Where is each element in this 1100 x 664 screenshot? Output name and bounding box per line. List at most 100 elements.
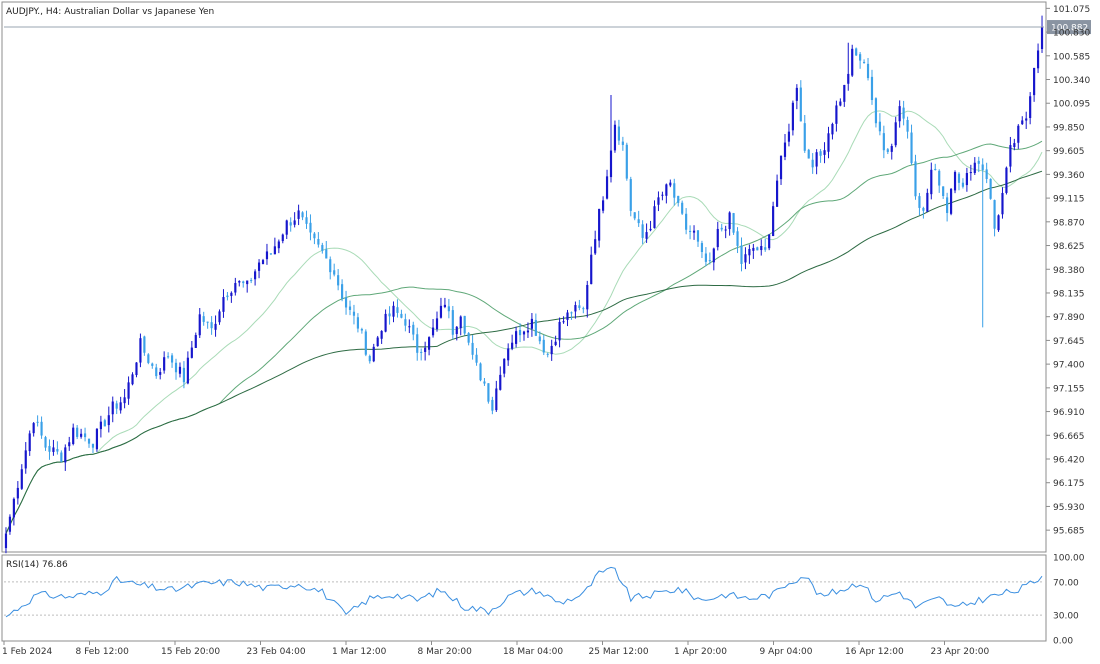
candle [609, 95, 613, 183]
candle-body [103, 420, 106, 427]
candle-body [392, 305, 395, 317]
candle [380, 330, 383, 344]
candle [230, 291, 233, 303]
candle [293, 212, 296, 228]
candle-body [1040, 27, 1044, 49]
candle-body [522, 331, 526, 335]
candle [946, 192, 949, 222]
candle [562, 316, 565, 324]
candle-body [744, 254, 747, 263]
time-axis-label: 8 Feb 12:00 [76, 647, 130, 657]
candle-body [451, 310, 454, 335]
candle-body [546, 353, 549, 355]
rsi-pane[interactable] [1, 554, 1047, 642]
candle [839, 98, 842, 107]
candle-body [384, 313, 387, 332]
candle [775, 174, 779, 207]
candle [633, 212, 636, 221]
candle-body [894, 122, 897, 146]
candle-body [700, 243, 704, 253]
candle [720, 223, 723, 232]
candle [530, 312, 533, 337]
candle [1033, 67, 1036, 102]
candle-body [222, 297, 225, 312]
candle-body [993, 200, 996, 229]
candle-body [348, 306, 352, 310]
candle-body [946, 197, 949, 213]
candle-body [135, 362, 138, 376]
candle [499, 366, 502, 391]
candle [708, 252, 711, 265]
candle [700, 240, 704, 259]
candle [602, 196, 605, 214]
candle [1021, 116, 1024, 125]
candle [566, 309, 569, 327]
candle-body [250, 280, 253, 282]
candle-body [64, 447, 67, 463]
candle-body [167, 356, 170, 358]
candle [242, 280, 245, 288]
price-axis-label: 101.075 [1053, 5, 1090, 15]
candle [20, 464, 23, 490]
candle [321, 242, 324, 254]
candle [479, 362, 482, 382]
candle [467, 331, 470, 346]
candle-body [515, 331, 518, 344]
candle [305, 210, 308, 229]
candle-body [159, 372, 162, 375]
candle-body [269, 253, 273, 255]
price-pane[interactable] [1, 1, 1047, 553]
candle [768, 234, 771, 251]
candle-body [499, 374, 502, 390]
candle-body [412, 324, 415, 335]
candle [404, 313, 407, 332]
candle-body [629, 179, 632, 211]
candle-body [257, 262, 261, 271]
candle-body [32, 423, 35, 434]
candle [740, 237, 743, 272]
candle [819, 148, 822, 163]
candle-body [582, 308, 585, 310]
candle-body [609, 150, 613, 178]
rsi-title: RSI(14) 76.86 [6, 560, 68, 570]
candle-body [934, 168, 937, 170]
candle [542, 334, 545, 356]
candle-body [80, 433, 83, 437]
candle-body [431, 327, 435, 336]
candle-body [163, 357, 166, 371]
candle-body [704, 253, 707, 262]
candle [337, 269, 340, 291]
candle [756, 246, 759, 251]
candle-body [550, 345, 553, 355]
candle [325, 240, 328, 259]
candle-body [91, 443, 95, 448]
candle [155, 363, 158, 379]
time-axis-label: 8 Mar 20:00 [418, 647, 473, 657]
candle [12, 497, 15, 526]
candle-body [799, 87, 802, 122]
price-axis-label: 100.585 [1053, 52, 1090, 62]
candle-body [186, 357, 189, 384]
candle-body [1025, 118, 1028, 121]
price-axis-label: 96.420 [1053, 456, 1085, 466]
candle [416, 327, 419, 361]
candle-body [688, 230, 692, 232]
candle [534, 313, 537, 337]
candle-body [463, 315, 466, 334]
candle [688, 225, 692, 240]
candle [985, 162, 988, 184]
candle [143, 335, 146, 356]
candle [669, 179, 672, 188]
candle [590, 246, 593, 285]
candle-body [768, 234, 771, 249]
candle [787, 123, 791, 147]
candle-body [495, 388, 498, 411]
candle-body [309, 222, 312, 233]
candle [178, 362, 182, 378]
candle [254, 269, 257, 286]
price-axis-label: 100.340 [1053, 76, 1090, 86]
candle-body [783, 142, 787, 157]
price-axis-label: 99.605 [1053, 147, 1085, 157]
candle-body [95, 428, 99, 450]
candle-body [973, 162, 976, 174]
